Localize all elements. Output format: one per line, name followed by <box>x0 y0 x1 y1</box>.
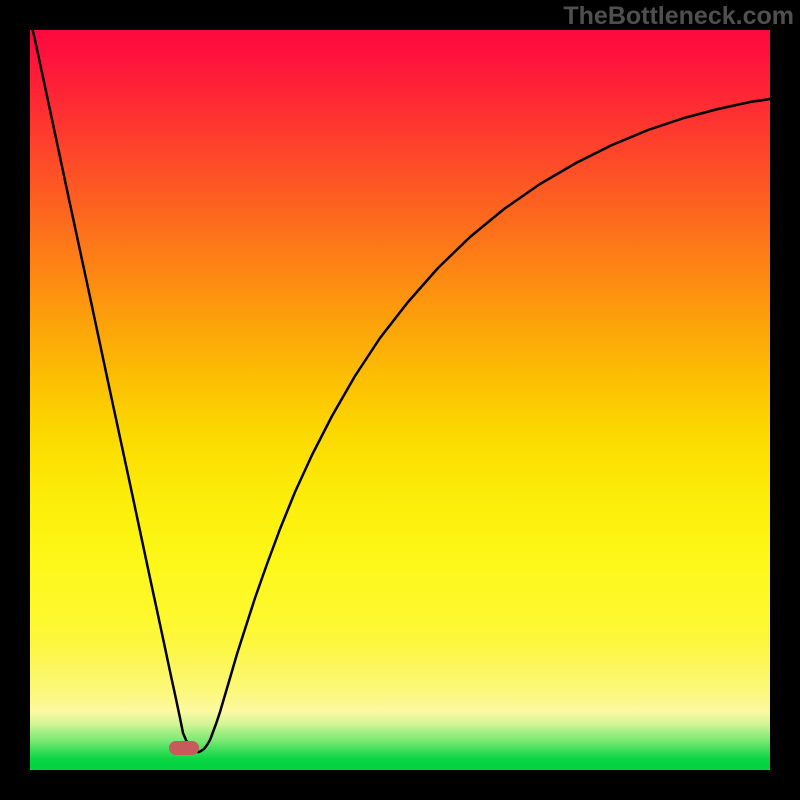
plot-background <box>30 30 770 770</box>
figure-root: { "watermark": { "text": "TheBottleneck.… <box>0 0 800 800</box>
min-marker-pill <box>169 741 199 755</box>
plot-svg <box>0 0 800 800</box>
watermark-text: TheBottleneck.com <box>563 2 794 31</box>
